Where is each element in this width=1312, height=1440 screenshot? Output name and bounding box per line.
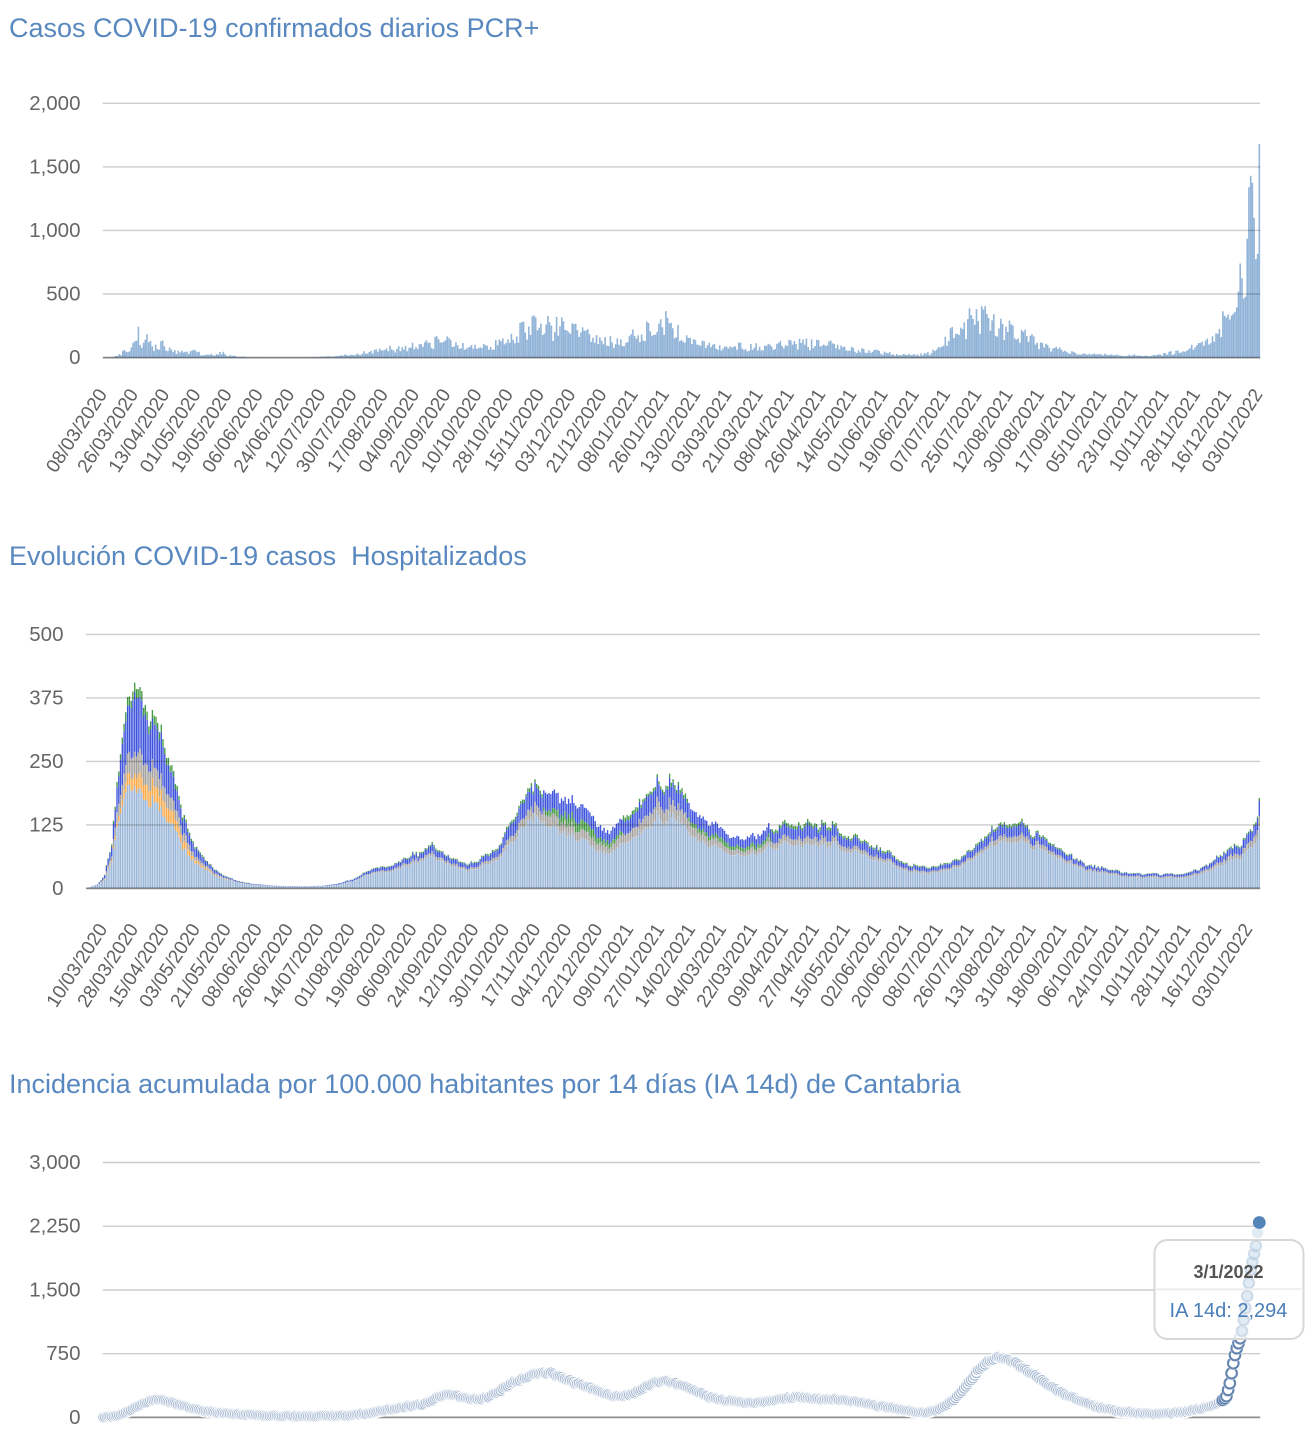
svg-text:3/1/2022: 3/1/2022 — [1193, 1262, 1263, 1282]
svg-text:2,000: 2,000 — [29, 92, 80, 115]
svg-text:0: 0 — [52, 877, 63, 900]
svg-text:1,500: 1,500 — [29, 1279, 80, 1302]
svg-text:3,000: 3,000 — [29, 1151, 80, 1174]
svg-text:375: 375 — [29, 686, 63, 709]
svg-text:2,250: 2,250 — [29, 1215, 80, 1238]
svg-text:1,500: 1,500 — [29, 155, 80, 178]
svg-text:IA 14d: 2,294: IA 14d: 2,294 — [1170, 1300, 1288, 1322]
svg-text:250: 250 — [29, 750, 63, 773]
svg-text:0: 0 — [69, 1406, 80, 1429]
svg-text:500: 500 — [46, 283, 80, 306]
svg-text:750: 750 — [46, 1342, 80, 1365]
svg-text:0: 0 — [69, 346, 80, 369]
svg-text:125: 125 — [29, 813, 63, 836]
svg-text:1,000: 1,000 — [29, 219, 80, 242]
svg-text:500: 500 — [29, 623, 63, 646]
